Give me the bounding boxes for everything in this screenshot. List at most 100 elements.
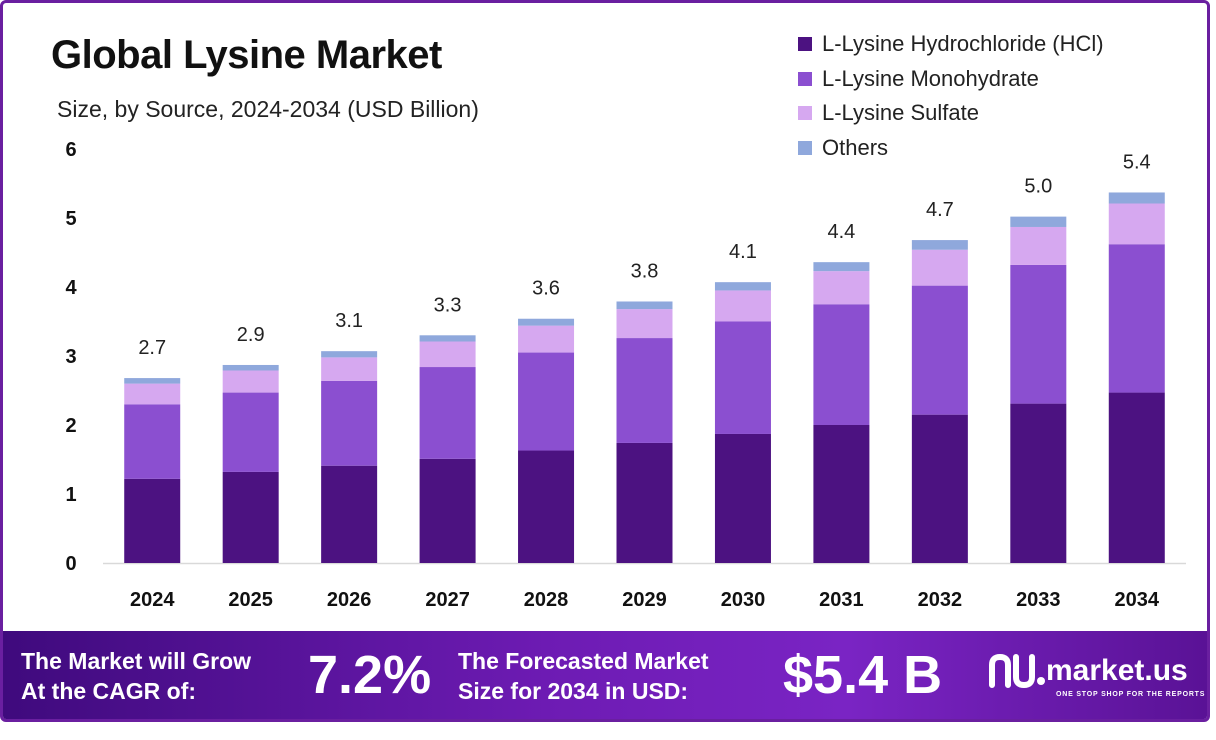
x-tick-label: 2025: [228, 589, 273, 611]
x-tick-label: 2031: [819, 589, 864, 611]
bar-segment-1: [714, 433, 771, 563]
bar-segment-4: [813, 262, 870, 272]
total-data-label: 3.1: [335, 310, 363, 332]
y-tick-label: 2: [65, 415, 76, 437]
x-tick-label: 2026: [327, 589, 372, 611]
bar-segment-1: [813, 425, 870, 563]
brand-name: market.us: [1046, 654, 1188, 687]
bar-segment-4: [124, 378, 181, 384]
stacked-bar-chart: 0 1 2 3 4 5 6 2.7 2024 2.9 2025 3.1 2026 3.3 2027 3.6 20…: [65, 139, 1186, 611]
bar-segment-1: [1108, 392, 1165, 563]
legend-label-monohydrate: L-Lysine Monohydrate: [822, 65, 1039, 91]
brand-tagline: ONE STOP SHOP FOR THE REPORTS: [1056, 691, 1206, 698]
bar-segment-2: [1010, 264, 1067, 404]
y-tick-label: 6: [65, 139, 76, 161]
bar-segment-3: [714, 290, 771, 322]
chart-title: Global Lysine Market: [51, 33, 442, 77]
legend-label-hcl: L-Lysine Hydrochloride (HCl): [822, 31, 1104, 57]
x-tick-label: 2029: [622, 589, 667, 611]
bar-segment-2: [616, 338, 673, 443]
x-tick-label: 2033: [1016, 589, 1061, 611]
bar-segment-1: [518, 450, 575, 563]
bar-segment-4: [714, 282, 771, 291]
bar-segment-4: [321, 351, 378, 358]
market-us-logo-icon: [989, 653, 1045, 689]
bar-segment-2: [518, 352, 575, 451]
bar-segment-3: [616, 309, 673, 339]
footer-banner: The Market will Grow At the CAGR of: 7.2…: [3, 631, 1207, 719]
x-tick-label: 2032: [918, 589, 963, 611]
legend-swatch-sulfate: [798, 106, 812, 121]
bar-segment-3: [222, 370, 279, 393]
total-data-label: 4.7: [926, 199, 954, 221]
bar-segment-1: [321, 465, 378, 563]
total-data-label: 3.8: [631, 260, 659, 282]
x-tick-label: 2028: [524, 589, 569, 611]
bar-segment-1: [616, 442, 673, 563]
bar-segment-4: [1108, 192, 1165, 204]
x-tick-label: 2027: [425, 589, 470, 611]
legend-swatch-others: [798, 140, 812, 155]
bar-segment-3: [124, 383, 181, 405]
x-tick-label: 2024: [130, 589, 175, 611]
chart-legend: L-Lysine Hydrochloride (HCl) L-Lysine Mo…: [798, 27, 1104, 165]
bar-segment-4: [518, 318, 575, 326]
brand-logo: market.us ONE STOP SHOP FOR THE REPORTS: [988, 651, 1204, 698]
legend-item-others: Others: [798, 131, 1104, 166]
cagr-label-line2: At the CAGR of:: [21, 678, 197, 704]
total-data-label: 2.7: [138, 337, 166, 359]
y-tick-label: 0: [65, 553, 76, 575]
total-data-label: 5.0: [1024, 176, 1052, 198]
cagr-label-line1: The Market will Grow: [21, 648, 252, 674]
bar-segment-2: [222, 392, 279, 472]
y-tick-label: 3: [65, 346, 76, 368]
bar-segment-1: [1010, 403, 1067, 563]
bar-segment-2: [813, 304, 870, 425]
total-data-label: 5.4: [1123, 151, 1151, 173]
bar-segment-3: [419, 341, 476, 368]
total-data-label: 4.1: [729, 241, 757, 263]
bar-segment-2: [419, 367, 476, 459]
forecast-label-line2: Size for 2034 in USD:: [458, 678, 689, 704]
bar-segment-1: [911, 414, 968, 563]
total-data-label: 4.4: [828, 221, 856, 243]
bar-segment-2: [124, 404, 181, 479]
y-tick-label: 4: [65, 277, 77, 299]
legend-swatch-hcl: [798, 37, 812, 52]
bar-segment-1: [124, 478, 181, 563]
y-tick-label: 5: [65, 208, 76, 230]
x-tick-label: 2034: [1115, 589, 1160, 611]
bar-segment-2: [714, 321, 771, 434]
legend-label-sulfate: L-Lysine Sulfate: [822, 100, 979, 126]
legend-swatch-monohydrate: [798, 71, 812, 86]
legend-item-sulfate: L-Lysine Sulfate: [798, 96, 1104, 131]
total-data-label: 3.3: [434, 294, 462, 316]
bar-segment-3: [518, 325, 575, 353]
bar-segment-4: [419, 335, 476, 342]
bar-segment-2: [321, 380, 378, 466]
chart-subtitle: Size, by Source, 2024-2034 (USD Billion): [57, 96, 479, 122]
bar-segment-1: [419, 458, 476, 563]
bar-segment-4: [222, 364, 279, 371]
bar-segment-3: [1108, 203, 1165, 245]
bar-segment-4: [1010, 216, 1067, 227]
total-data-label: 2.9: [237, 324, 265, 346]
bar-segment-4: [616, 301, 673, 310]
bar-segment-3: [321, 357, 378, 381]
bar-segment-4: [911, 240, 968, 250]
legend-label-others: Others: [822, 134, 889, 160]
forecast-label-line1: The Forecasted Market: [458, 648, 709, 674]
bar-segment-3: [1010, 226, 1067, 265]
bar-segment-3: [813, 271, 870, 305]
legend-item-hcl: L-Lysine Hydrochloride (HCl): [798, 27, 1104, 62]
legend-item-monohydrate: L-Lysine Monohydrate: [798, 62, 1104, 97]
cagr-label: The Market will Grow At the CAGR of:: [21, 646, 251, 706]
bar-segment-1: [222, 471, 279, 563]
forecast-value: $5.4 B: [783, 645, 943, 705]
chart-frame: Global Lysine Market Size, by Source, 20…: [0, 0, 1210, 722]
total-data-label: 3.6: [532, 278, 560, 300]
x-tick-label: 2030: [721, 589, 766, 611]
bar-segment-2: [911, 285, 968, 415]
y-tick-label: 1: [65, 484, 76, 506]
forecast-label: The Forecasted Market Size for 2034 in U…: [458, 646, 709, 706]
